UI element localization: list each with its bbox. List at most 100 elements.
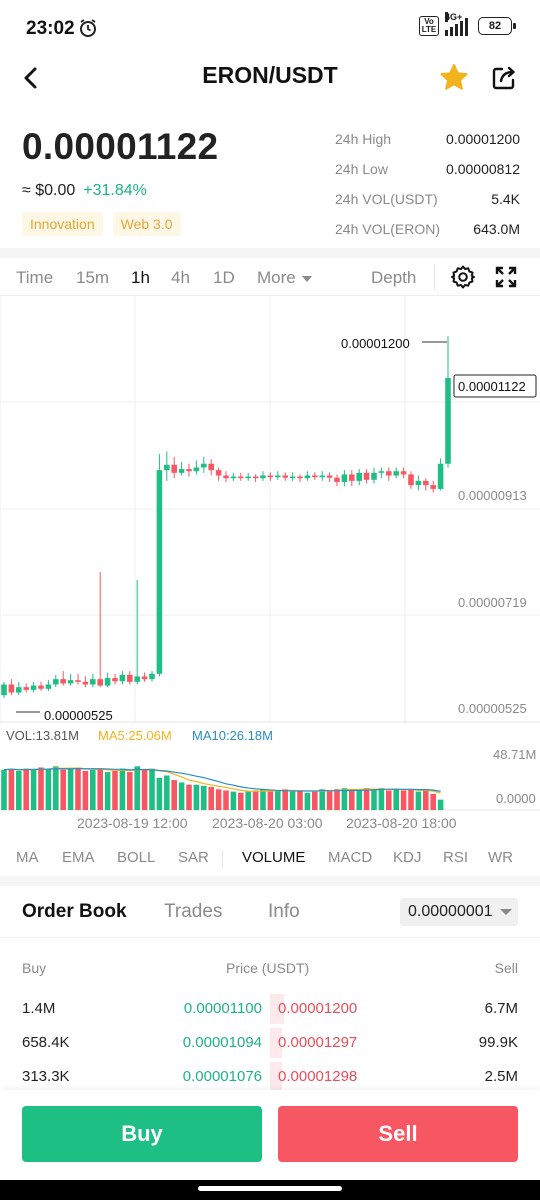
candle-body	[104, 678, 111, 686]
ind-rsi[interactable]: RSI	[443, 849, 469, 866]
candle-body	[1, 684, 7, 696]
volume-bar	[223, 790, 229, 810]
ind-boll[interactable]: BOLL	[117, 849, 156, 866]
gear-icon[interactable]	[450, 264, 476, 290]
ind-ma[interactable]: MA	[16, 849, 39, 866]
volume-bar	[178, 782, 185, 810]
volume-bar	[193, 784, 200, 810]
volume-bar	[356, 789, 362, 810]
sell-depth-bar	[270, 1062, 282, 1092]
buy-price: 0.00001094	[182, 1034, 262, 1051]
x-tick-label-1: 2023-08-20 03:00	[212, 815, 323, 831]
tab-depth[interactable]: Depth	[371, 268, 417, 287]
candle-body	[75, 680, 81, 682]
high-price-label: 0.00001200	[341, 336, 410, 351]
vol-label: VOL:13.81M	[6, 728, 79, 743]
candle-body	[341, 474, 348, 482]
sell-button[interactable]: Sell	[278, 1106, 518, 1162]
network-label: 4G+	[445, 12, 463, 22]
buy-button[interactable]: Buy	[22, 1106, 262, 1162]
kline-chart-svg: 0.00001200 0.00001122 0.00000913 0.00000…	[0, 296, 540, 831]
tab-1h[interactable]: 1h	[131, 268, 150, 287]
volume-bar	[260, 789, 266, 810]
tab-1d[interactable]: 1D	[213, 268, 235, 287]
back-arrow-icon[interactable]	[18, 64, 46, 92]
header: ERON/USDT	[0, 56, 540, 102]
volume-bar	[312, 791, 318, 810]
header-buy: Buy	[22, 960, 47, 976]
ind-wr[interactable]: WR	[488, 849, 513, 866]
ind-kdj[interactable]: KDJ	[393, 849, 422, 866]
orderbook-row[interactable]: 313.3K 0.00001076 0.00001298 2.5M	[0, 1060, 540, 1094]
tab-15m[interactable]: 15m	[76, 268, 110, 287]
candle-body	[141, 676, 148, 680]
precision-select[interactable]: 0.00000001	[400, 898, 518, 926]
candle-body	[430, 485, 436, 489]
volume-bar	[208, 787, 214, 810]
stats-panel: 24h High 0.00001200 24h Low 0.00000812 24h…	[335, 124, 520, 244]
signal-icon: 4G+	[445, 12, 468, 36]
ind-macd[interactable]: MACD	[328, 849, 373, 866]
tab-order-book[interactable]: Order Book	[22, 901, 127, 922]
volume-bar	[282, 789, 288, 810]
divider	[0, 876, 540, 886]
orderbook-row[interactable]: 1.4M 0.00001100 0.00001200 6.7M	[0, 992, 540, 1026]
caret-down-icon	[302, 275, 313, 282]
candle-body	[186, 469, 192, 472]
volume-bar	[45, 768, 52, 810]
tab-time[interactable]: Time	[16, 268, 54, 287]
tabs-divider	[434, 264, 435, 290]
candle-body	[67, 680, 74, 684]
x-tick-label-2: 2023-08-20 18:00	[346, 815, 457, 831]
candle-body	[386, 471, 392, 476]
candle-body	[400, 471, 407, 475]
volume-bar	[437, 799, 444, 810]
volume-bar	[326, 790, 333, 810]
candle-body	[193, 467, 200, 472]
tag-web3[interactable]: Web 3.0	[112, 212, 181, 236]
favorite-star-icon[interactable]	[438, 62, 470, 94]
candle-body	[16, 687, 22, 693]
tab-more[interactable]: More	[257, 268, 313, 288]
ind-volume[interactable]: VOLUME	[242, 849, 306, 866]
volume-bar	[393, 789, 399, 810]
candle-body	[82, 681, 89, 685]
ind-ema[interactable]: EMA	[62, 849, 95, 866]
volume-bar	[141, 769, 148, 810]
network-status: Vo LTE 4G+ 82	[419, 12, 516, 36]
share-icon[interactable]	[490, 64, 518, 92]
volume-bar	[67, 768, 74, 810]
volume-bar	[334, 789, 340, 810]
candle-body	[171, 464, 177, 473]
status-time: 23:02	[26, 18, 75, 39]
candle-body	[282, 475, 288, 478]
tab-trades[interactable]: Trades	[164, 901, 223, 922]
candle-body	[112, 678, 118, 682]
volume-bar	[408, 789, 414, 810]
fullscreen-icon[interactable]	[494, 265, 518, 289]
volume-bar	[304, 792, 311, 810]
current-price-box	[453, 374, 537, 398]
candle-body	[134, 676, 140, 682]
volume-bar	[415, 791, 422, 810]
orderbook-row[interactable]: 658.4K 0.00001094 0.00001297 99.9K	[0, 1026, 540, 1060]
volume-bar	[149, 768, 155, 810]
ma5-label: MA5:25.06M	[98, 728, 172, 743]
volume-bar	[104, 772, 111, 810]
tab-info[interactable]: Info	[268, 901, 300, 922]
buy-qty: 1.4M	[22, 1000, 56, 1017]
kline-chart[interactable]: 0.00001200 0.00001122 0.00000913 0.00000…	[0, 296, 540, 836]
volume-bar	[1, 769, 7, 810]
alarm-icon	[80, 19, 96, 37]
tag-innovation[interactable]: Innovation	[22, 212, 103, 236]
tab-4h[interactable]: 4h	[171, 268, 190, 287]
candle-body	[326, 475, 333, 478]
x-tick-label-0: 2023-08-19 12:00	[77, 815, 188, 831]
volume-bar	[23, 768, 29, 810]
ma10-label: MA10:26.18M	[192, 728, 273, 743]
status-bar: 23:02 Vo LTE 4G+ 82	[0, 0, 540, 56]
stat-24h-low: 24h Low 0.00000812	[335, 161, 520, 177]
ind-sar[interactable]: SAR	[178, 849, 209, 866]
candle-body	[334, 477, 340, 482]
volume-bar	[230, 791, 237, 810]
